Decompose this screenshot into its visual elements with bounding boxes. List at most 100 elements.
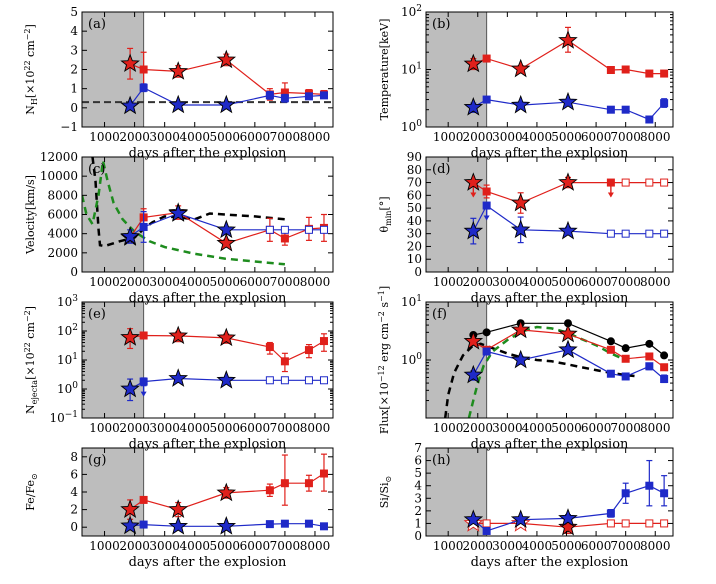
y-tick-label: 8 (70, 450, 78, 464)
data-point-star (168, 203, 189, 222)
data-point-square (621, 178, 630, 187)
x-tick-label: 8000 (640, 275, 671, 289)
x-tick-label: 6000 (581, 539, 612, 553)
y-tick-label: 20 (407, 239, 422, 253)
x-tick-label: 7000 (270, 421, 301, 435)
y-tick-label: 5 (414, 466, 422, 480)
data-point-square (645, 352, 654, 361)
y-tick-label: 4 (414, 479, 422, 493)
axes-frame (425, 156, 674, 273)
x-axis-label: days after the explosion (471, 146, 629, 161)
x-tick-label: 1000 (433, 130, 464, 144)
x-tick-label: 8000 (300, 421, 331, 435)
data-point-circle (606, 337, 615, 346)
y-tick-label: 4 (70, 485, 78, 499)
shaded-region (426, 157, 487, 272)
data-point-square (265, 225, 274, 234)
data-point-star (510, 58, 531, 78)
data-point-star (510, 509, 531, 528)
data-point-square (621, 105, 630, 114)
plot-area (426, 157, 669, 272)
data-point-square (139, 495, 148, 504)
data-point-star (510, 319, 531, 339)
data-point-square (280, 357, 289, 366)
x-tick-label: 3000 (492, 539, 523, 553)
x-tick-label: 2000 (462, 539, 493, 553)
data-point-square (319, 337, 328, 346)
data-point-square (280, 234, 289, 243)
y-tick-label: 70 (407, 176, 422, 190)
data-point-star (120, 327, 140, 346)
data-point-star (216, 327, 237, 347)
data-point-square (606, 66, 615, 75)
data-point-square (304, 479, 313, 488)
shaded-region (426, 302, 487, 418)
plot-area (82, 302, 328, 418)
plot-area (82, 448, 328, 536)
data-point-star (168, 61, 189, 80)
x-tick-label: 8000 (300, 130, 331, 144)
data-point-circle (660, 351, 669, 360)
data-point-square (660, 69, 669, 78)
x-tick-label: 6000 (240, 421, 271, 435)
data-point-square (645, 362, 654, 371)
chart-panel-f: 1000 2000 3000 4000 5000 6000 7000 8000 100 101 (f… (377, 286, 674, 452)
data-point-square (660, 178, 669, 187)
data-point-square (319, 225, 328, 234)
data-point-square (280, 519, 289, 528)
y-axis-label: Fe/Fe⊙ (24, 473, 39, 511)
x-axis-label: days after the explosion (129, 146, 287, 161)
y-axis-label: Velocity[km/s] (24, 175, 37, 255)
data-point-star (168, 325, 189, 345)
model-curve-green-dashed (82, 160, 286, 266)
data-point-square (645, 229, 654, 238)
x-tick-label: 6000 (581, 421, 612, 435)
data-point-square (482, 519, 491, 528)
x-tick-label: 4000 (522, 539, 553, 553)
data-point-square (265, 376, 274, 385)
x-tick-label: 7000 (270, 275, 301, 289)
y-tick-label: 1 (414, 516, 422, 530)
data-point-square (660, 489, 669, 498)
y-tick-label: 101 (401, 294, 422, 309)
data-point-square (319, 91, 328, 100)
data-point-square (280, 479, 289, 488)
y-tick-label: 30 (407, 227, 422, 241)
data-point-square (304, 376, 313, 385)
model-curve-black-dashed (91, 157, 286, 248)
y-tick-label: 102 (401, 4, 422, 19)
y-tick-label: 12000 (40, 150, 78, 164)
data-point-square (319, 469, 328, 478)
data-point-square (660, 363, 669, 372)
x-tick-label: 4000 (522, 275, 553, 289)
y-tick-label: 90 (407, 150, 422, 164)
data-point-square (265, 486, 274, 495)
plot-area (426, 448, 669, 536)
data-point-square (265, 343, 274, 352)
x-tick-label: 3000 (492, 275, 523, 289)
x-tick-label: 8000 (640, 421, 671, 435)
upper-limit-arrowhead (140, 391, 147, 397)
data-point-square (139, 222, 148, 231)
x-tick-label: 6000 (240, 275, 271, 289)
y-tick-label: 50 (407, 201, 422, 215)
x-tick-label: 2000 (119, 421, 150, 435)
x-axis-label: days after the explosion (471, 291, 629, 306)
y-tick-label: 6 (70, 467, 78, 481)
plot-area (426, 12, 669, 127)
data-point-star (558, 323, 578, 343)
data-point-star (463, 172, 484, 191)
data-point-square (621, 65, 630, 74)
y-tick-label: 4000 (47, 227, 78, 241)
data-point-square (621, 372, 630, 381)
data-point-square (139, 520, 148, 529)
x-axis-label: days after the explosion (471, 555, 629, 570)
data-point-star (120, 95, 140, 115)
data-point-star (463, 331, 484, 350)
upper-limit-arrowhead (470, 192, 477, 198)
data-point-square (265, 91, 274, 100)
data-point-square (280, 225, 289, 234)
data-point-star (510, 192, 531, 212)
y-tick-label: 10000 (40, 169, 78, 183)
data-point-square (660, 519, 669, 528)
